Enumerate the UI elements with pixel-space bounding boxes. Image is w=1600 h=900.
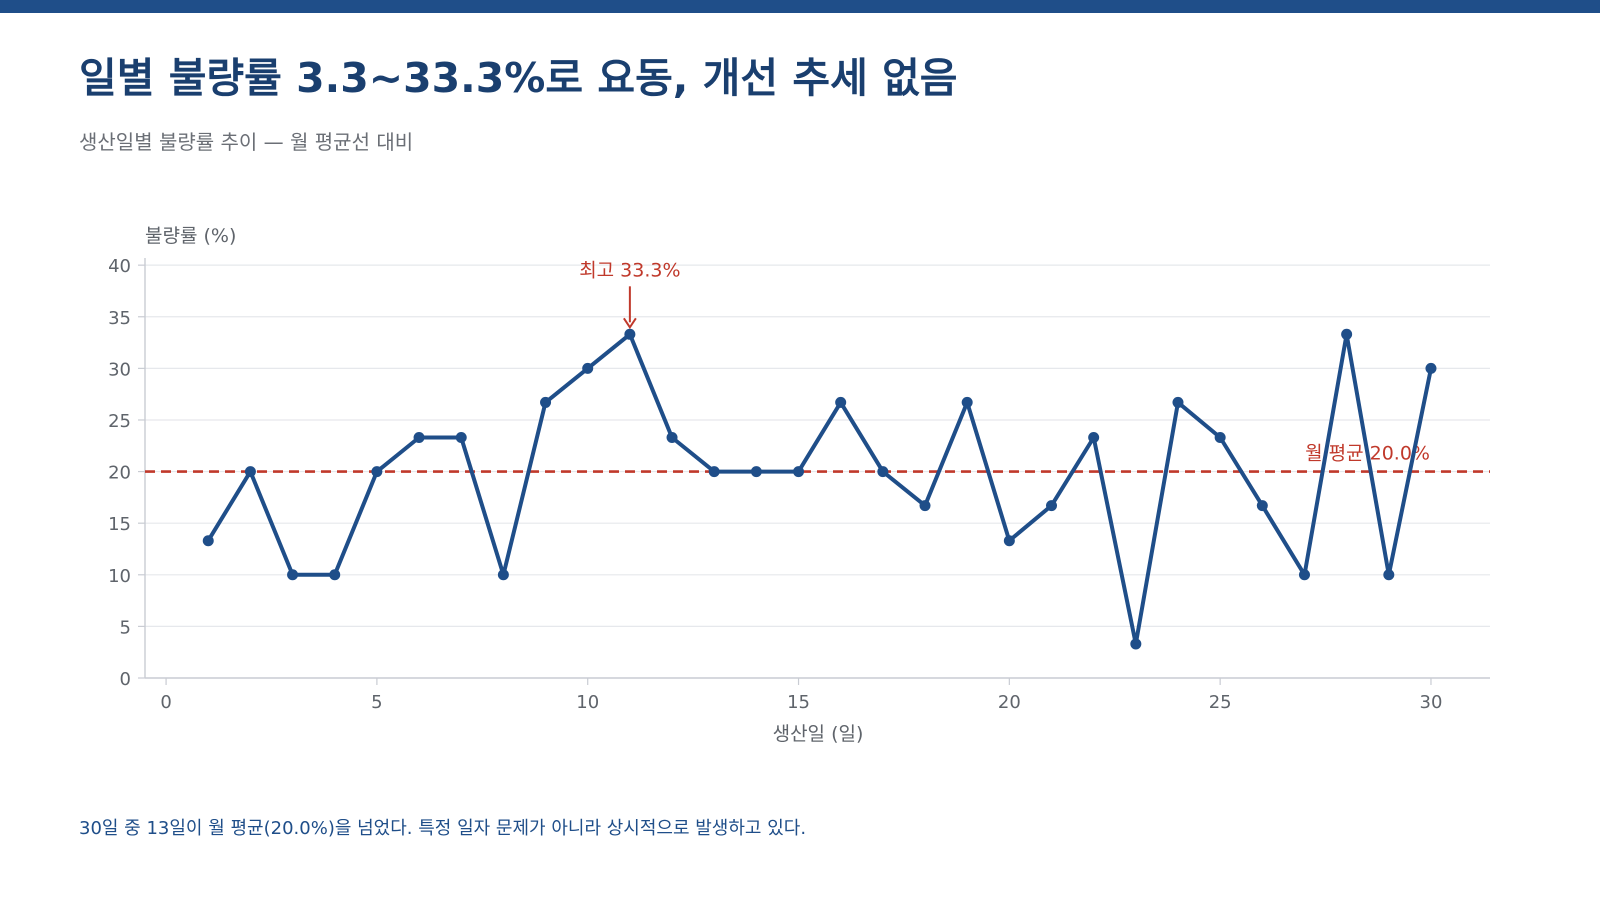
x-tick-label: 20	[998, 692, 1021, 713]
axis-layer: 0 5 10 15 20 25 30 35 40 0 5 10 15 20 25 30	[108, 256, 1490, 713]
data-point	[287, 569, 299, 581]
data-point	[497, 569, 509, 581]
data-point	[750, 466, 762, 478]
y-tick-label: 5	[120, 617, 131, 638]
data-point	[371, 466, 383, 478]
data-point	[1256, 500, 1268, 512]
data-point	[708, 466, 720, 478]
data-point	[877, 466, 889, 478]
y-tick-label: 30	[108, 359, 131, 380]
data-point	[202, 535, 214, 547]
annotation-label: 최고 33.3%	[579, 259, 680, 281]
data-point	[1425, 362, 1437, 374]
series-layer	[202, 328, 1437, 650]
footnote: 30일 중 13일이 월 평균(20.0%)을 넘었다. 특정 일자 문제가 아…	[79, 818, 807, 839]
data-point	[1298, 569, 1310, 581]
y-tick-label: 25	[108, 411, 131, 432]
top-accent-bar	[0, 0, 1600, 13]
data-point	[1383, 569, 1395, 581]
x-tick-label: 30	[1420, 692, 1443, 713]
y-axis-label: 불량률 (%)	[145, 225, 236, 247]
y-tick-label: 35	[108, 308, 131, 329]
y-tick-label: 15	[108, 514, 131, 535]
y-tick-label: 20	[108, 463, 131, 484]
data-point	[1046, 500, 1058, 512]
x-tick-label: 0	[160, 692, 171, 713]
reference-layer: 월 평균 20.0%	[145, 443, 1490, 473]
data-point	[835, 396, 847, 408]
data-point	[1172, 396, 1184, 408]
page-subtitle: 생산일별 불량률 추이 — 월 평균선 대비	[79, 130, 414, 154]
data-point	[1341, 328, 1353, 340]
series-line	[206, 332, 1433, 646]
data-point	[1003, 535, 1015, 547]
y-tick-label: 0	[120, 669, 131, 690]
data-point	[1088, 432, 1100, 444]
data-point	[666, 432, 678, 444]
data-point	[413, 432, 425, 444]
data-point	[624, 328, 636, 340]
x-tick-label: 5	[371, 692, 382, 713]
grid-layer	[145, 264, 1490, 627]
x-axis-label: 생산일 (일)	[773, 723, 864, 745]
data-point	[329, 569, 341, 581]
data-point	[793, 466, 805, 478]
data-point	[1130, 638, 1142, 650]
x-tick-label: 10	[576, 692, 599, 713]
annotation-arrow-head	[623, 317, 637, 330]
data-point	[582, 362, 594, 374]
data-point	[455, 432, 467, 444]
x-tick-label: 15	[787, 692, 810, 713]
data-point	[919, 500, 931, 512]
data-point	[244, 466, 256, 478]
data-point	[1214, 432, 1226, 444]
y-tick-label: 40	[108, 256, 131, 277]
page-title: 일별 불량률 3.3~33.3%로 요동, 개선 추세 없음	[79, 54, 958, 102]
y-tick-label: 10	[108, 566, 131, 587]
x-tick-label: 25	[1209, 692, 1232, 713]
annotation-layer: 최고 33.3%	[579, 259, 681, 330]
data-point	[961, 396, 973, 408]
data-point	[540, 396, 552, 408]
